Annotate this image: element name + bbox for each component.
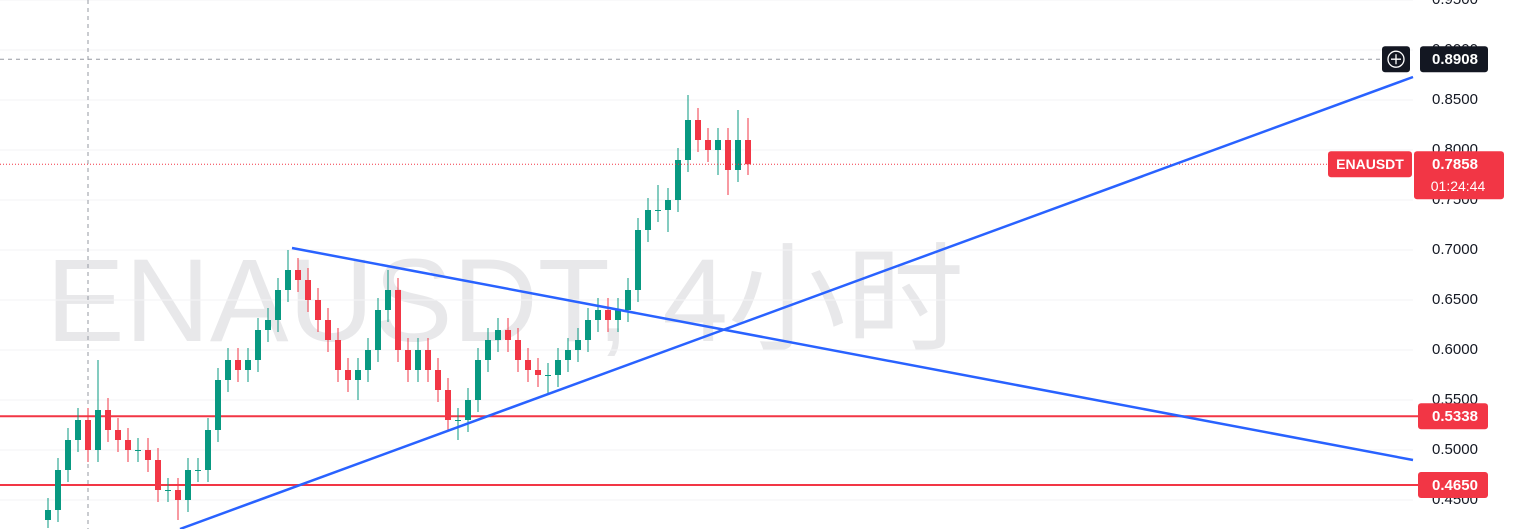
price-badge-label: 0.4650 bbox=[1432, 477, 1478, 494]
candle-body bbox=[605, 310, 611, 320]
price-badge bbox=[1418, 472, 1488, 498]
candle-body bbox=[695, 120, 701, 140]
y-tick-label: 0.8500 bbox=[1432, 91, 1478, 108]
candle-body bbox=[625, 290, 631, 310]
y-tick-label: 0.5000 bbox=[1432, 441, 1478, 458]
candle-body bbox=[745, 140, 751, 165]
price-badge bbox=[1418, 403, 1488, 430]
candle-body bbox=[345, 370, 351, 380]
candle-body bbox=[135, 450, 141, 451]
candle-body bbox=[535, 370, 541, 375]
candle-body bbox=[365, 350, 371, 370]
y-tick-label: 0.6000 bbox=[1432, 341, 1478, 358]
candle-body bbox=[115, 430, 121, 440]
y-tick-label: 0.7000 bbox=[1432, 241, 1478, 258]
crosshair-badge bbox=[1420, 46, 1488, 73]
candle-body bbox=[545, 375, 551, 376]
candle-body bbox=[665, 200, 671, 210]
last-price-badge bbox=[1414, 151, 1504, 200]
candle-body bbox=[175, 490, 181, 500]
candle-body bbox=[485, 340, 491, 360]
candle-body bbox=[705, 140, 711, 150]
candle-body bbox=[395, 290, 401, 350]
candle-body bbox=[255, 330, 261, 360]
candle-body bbox=[85, 420, 91, 450]
candle-body bbox=[225, 360, 231, 380]
candle-body bbox=[515, 340, 521, 360]
candle-body bbox=[655, 210, 661, 211]
crosshair-label: 0.8908 bbox=[1432, 51, 1478, 68]
candle-body bbox=[55, 470, 61, 510]
candle-body bbox=[495, 330, 501, 340]
candle-body bbox=[145, 450, 151, 460]
candle-body bbox=[385, 290, 391, 310]
y-tick-label: 0.9500 bbox=[1432, 0, 1478, 8]
candle-body bbox=[105, 410, 111, 430]
candle-body bbox=[315, 300, 321, 320]
candle-body bbox=[565, 350, 571, 360]
candle-body bbox=[525, 360, 531, 370]
candle-body bbox=[425, 350, 431, 370]
candle-body bbox=[95, 410, 101, 450]
candle-body bbox=[675, 160, 681, 200]
candle-body bbox=[75, 420, 81, 440]
candle-body bbox=[335, 340, 341, 370]
symbol-badge bbox=[1328, 151, 1412, 178]
symbol-label: ENAUSDT bbox=[1336, 156, 1404, 172]
candle-body bbox=[165, 490, 171, 491]
candle-body bbox=[275, 290, 281, 320]
price-badge-label: 0.5338 bbox=[1432, 408, 1478, 425]
candle-body bbox=[435, 370, 441, 390]
candle-body bbox=[155, 460, 161, 490]
candle-body bbox=[405, 350, 411, 370]
candle-body bbox=[375, 310, 381, 350]
add-button[interactable] bbox=[1387, 50, 1405, 68]
candle-body bbox=[505, 330, 511, 340]
candle-body bbox=[245, 360, 251, 370]
y-tick-label: 0.6500 bbox=[1432, 291, 1478, 308]
candle-body bbox=[445, 390, 451, 420]
candle-body bbox=[325, 320, 331, 340]
trend-line bbox=[179, 75, 1414, 529]
candle-body bbox=[265, 320, 271, 330]
candle-body bbox=[415, 350, 421, 370]
watermark: ENAUSDT, 4小时 bbox=[46, 235, 964, 367]
candle-body bbox=[685, 120, 691, 160]
candle-body bbox=[635, 230, 641, 290]
candle-body bbox=[185, 470, 191, 500]
candle-body bbox=[715, 140, 721, 150]
candle-body bbox=[285, 270, 291, 290]
add-icon bbox=[1391, 54, 1401, 65]
countdown-label: 01:24:44 bbox=[1431, 178, 1486, 194]
last-price-label: 0.7858 bbox=[1432, 156, 1478, 173]
candle-body bbox=[615, 310, 621, 320]
candle-body bbox=[305, 280, 311, 300]
candle-body bbox=[475, 360, 481, 400]
candle-body bbox=[735, 140, 741, 170]
candle-body bbox=[595, 310, 601, 320]
candle-body bbox=[125, 440, 131, 450]
candle-body bbox=[455, 420, 461, 421]
candle-body bbox=[65, 440, 71, 470]
candle-body bbox=[585, 320, 591, 340]
candle-body bbox=[645, 210, 651, 230]
candle-body bbox=[235, 360, 241, 370]
candle-body bbox=[465, 400, 471, 420]
candle-body bbox=[355, 370, 361, 380]
candle-body bbox=[725, 140, 731, 170]
candle-body bbox=[555, 360, 561, 375]
candle-body bbox=[575, 340, 581, 350]
candle-body bbox=[45, 510, 51, 520]
candle-body bbox=[195, 470, 201, 471]
trend-line bbox=[291, 246, 1414, 462]
candle-body bbox=[215, 380, 221, 430]
candle-body bbox=[205, 430, 211, 470]
candle-body bbox=[295, 270, 301, 280]
